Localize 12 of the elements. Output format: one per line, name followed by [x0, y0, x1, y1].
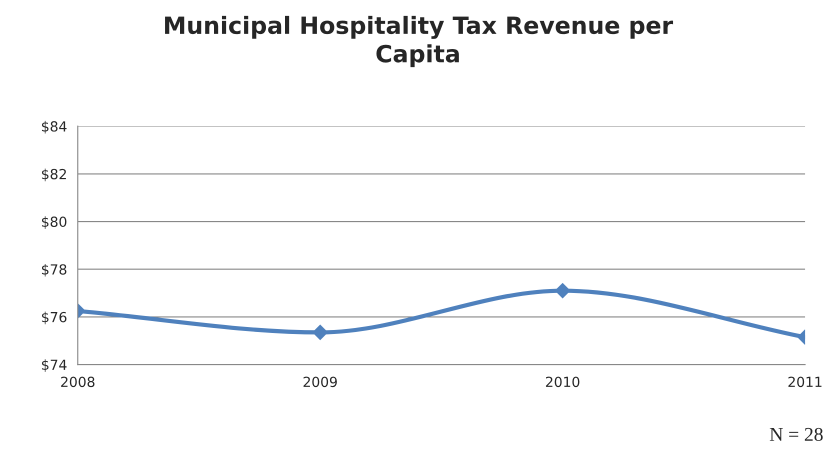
y-tick-label: $82	[42, 168, 66, 182]
x-tick-label: 2008	[61, 376, 94, 388]
y-tick-label: $74	[42, 359, 67, 372]
y-tick-label: $84	[42, 120, 67, 134]
text: N = 28	[770, 428, 823, 441]
y-tick-label: $80	[42, 216, 66, 229]
x-tick-label: 2010	[546, 376, 580, 388]
chart-title: Municipal Hospitality Tax Revenue per Capita	[165, 16, 674, 68]
x-tick-label: 2011	[788, 376, 822, 388]
y-tick-label: $78	[42, 264, 66, 277]
y-tick-label: $76	[42, 312, 66, 324]
x-tick-label: 2009	[304, 376, 337, 388]
